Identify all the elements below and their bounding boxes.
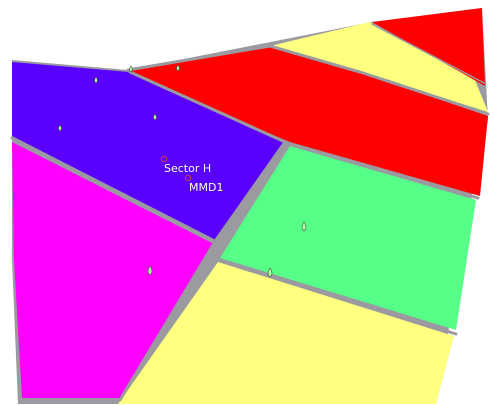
mmd1-label: MMD1 — [189, 181, 223, 194]
mmd-point-icon[interactable] — [184, 174, 192, 182]
parcel-yellow-south[interactable] — [118, 262, 454, 404]
drop-marker-icon[interactable] — [58, 124, 62, 132]
sector-h-label: Sector H — [164, 162, 211, 175]
parcel-red-main[interactable] — [128, 46, 488, 196]
drop-marker-icon[interactable] — [176, 64, 180, 72]
drop-marker-icon[interactable] — [153, 113, 157, 121]
parcel-red-northeast[interactable] — [372, 8, 485, 86]
parcel-green[interactable] — [220, 146, 476, 330]
drop-marker-icon[interactable] — [301, 221, 307, 232]
drop-marker-icon[interactable] — [267, 267, 273, 278]
parcel-blue-sector-h[interactable] — [12, 62, 285, 240]
drop-marker-icon[interactable] — [147, 265, 153, 276]
parcel-magenta[interactable] — [12, 142, 214, 398]
drop-marker-icon[interactable] — [129, 65, 133, 73]
road-lines — [10, 23, 490, 402]
parcel-yellow-north[interactable] — [270, 22, 488, 112]
sector-point-icon[interactable] — [160, 155, 168, 163]
drop-marker-icon[interactable] — [94, 76, 98, 84]
markers-layer — [58, 64, 307, 278]
